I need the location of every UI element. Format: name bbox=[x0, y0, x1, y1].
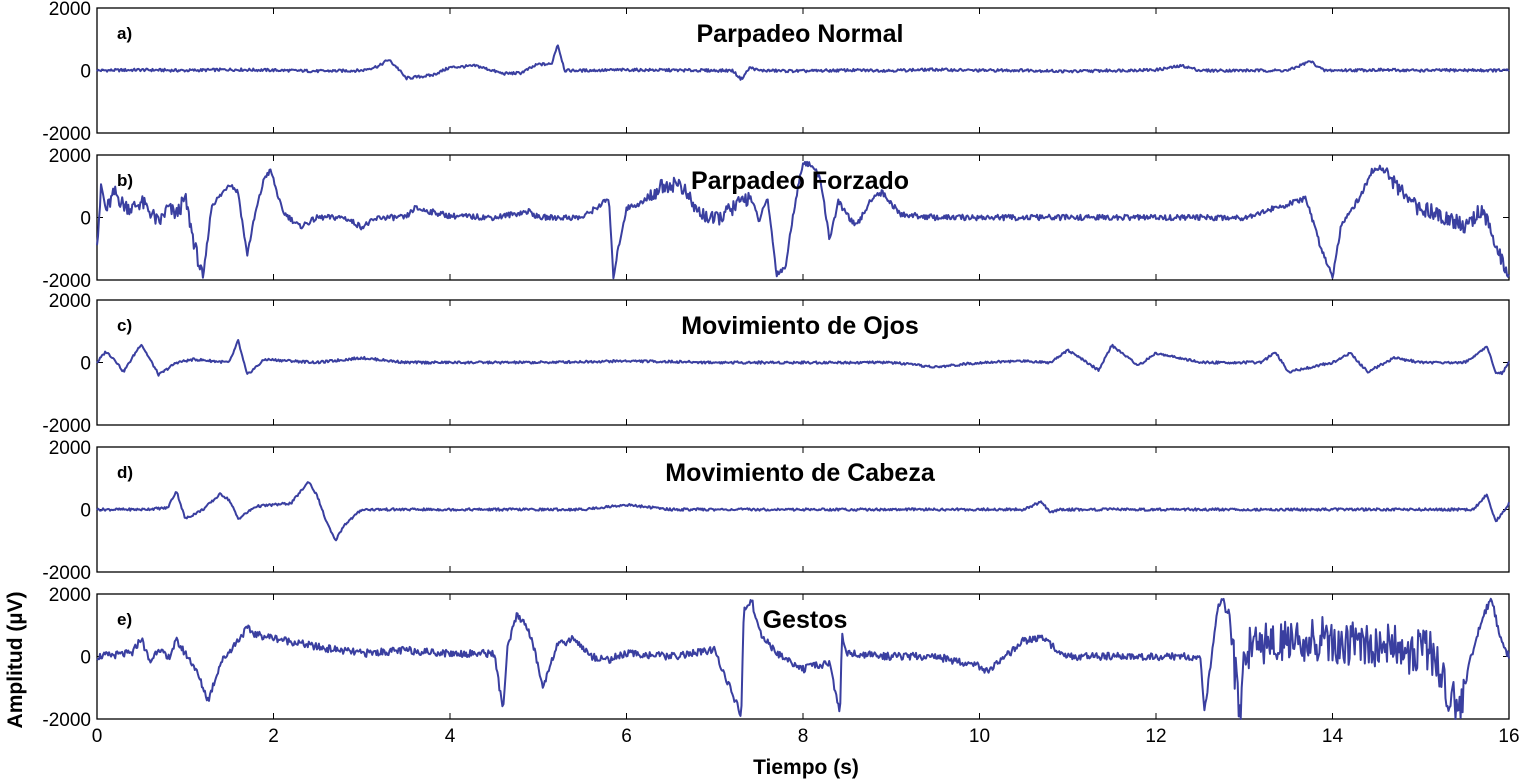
x-tick-label: 4 bbox=[445, 726, 456, 747]
y-tick-label: -2000 bbox=[42, 416, 91, 437]
panel-title: Parpadeo Forzado bbox=[691, 167, 909, 195]
panel-title: Parpadeo Normal bbox=[696, 20, 903, 48]
y-tick-label: 2000 bbox=[49, 0, 91, 20]
x-tick-label: 2 bbox=[268, 726, 279, 747]
y-tick-label: 2000 bbox=[49, 146, 91, 167]
panel-2: -2000 0 2000 b) Parpadeo Forzado bbox=[42, 146, 1510, 292]
panel-5: -2000 0 2000 e) Gestos bbox=[42, 585, 1510, 731]
y-tick-label: 2000 bbox=[49, 585, 91, 606]
x-tick-label: 8 bbox=[798, 726, 809, 747]
y-tick-label: 0 bbox=[80, 354, 91, 375]
signal-line bbox=[96, 44, 1510, 81]
panel-letter: c) bbox=[117, 316, 132, 335]
panel-3: -2000 0 2000 c) Movimiento de Ojos bbox=[42, 291, 1510, 437]
panel-4: -2000 0 2000 d) Movimiento de Cabeza bbox=[42, 438, 1510, 584]
signal-line bbox=[96, 160, 1510, 280]
x-axis-ticks: 0 2 4 6 8 10 12 14 16 bbox=[92, 726, 1519, 747]
y-tick-label: 2000 bbox=[49, 438, 91, 459]
axes-frame bbox=[96, 154, 1510, 281]
x-tick-label: 12 bbox=[1145, 726, 1166, 747]
panel-1: -2000 0 2000 a) Parpadeo Normal bbox=[42, 0, 1510, 145]
x-axis-label: Tiempo (s) bbox=[753, 756, 859, 779]
x-tick-label: 16 bbox=[1498, 726, 1519, 747]
panel-letter: b) bbox=[117, 171, 133, 190]
panel-title: Movimiento de Cabeza bbox=[665, 459, 936, 487]
y-tick-label: 0 bbox=[80, 209, 91, 230]
x-tick-label: 14 bbox=[1322, 726, 1344, 747]
y-axis-label: Amplitud (µV) bbox=[4, 592, 27, 729]
x-tick-label: 6 bbox=[621, 726, 632, 747]
y-tick-label: 2000 bbox=[49, 291, 91, 312]
panel-title: Movimiento de Ojos bbox=[681, 312, 919, 340]
y-tick-label: -2000 bbox=[42, 563, 91, 584]
panel-letter: e) bbox=[117, 610, 132, 629]
panels: -2000 0 2000 a) Parpadeo Normal -2000 0 2000 b) P… bbox=[42, 0, 1510, 731]
y-tick-label: -2000 bbox=[42, 271, 91, 292]
y-tick-label: 0 bbox=[80, 648, 91, 669]
x-tick-label: 0 bbox=[92, 726, 103, 747]
axes-frame bbox=[96, 593, 1510, 720]
signal-line bbox=[96, 339, 1510, 377]
y-tick-label: -2000 bbox=[42, 710, 91, 731]
signal-line bbox=[96, 597, 1510, 720]
y-tick-label: -2000 bbox=[42, 124, 91, 145]
signal-line bbox=[96, 481, 1510, 542]
panel-letter: d) bbox=[117, 463, 133, 482]
panel-title: Gestos bbox=[763, 606, 848, 634]
y-tick-label: 0 bbox=[80, 62, 91, 83]
x-tick-label: 10 bbox=[969, 726, 990, 747]
y-tick-label: 0 bbox=[80, 501, 91, 522]
panel-letter: a) bbox=[117, 24, 132, 43]
